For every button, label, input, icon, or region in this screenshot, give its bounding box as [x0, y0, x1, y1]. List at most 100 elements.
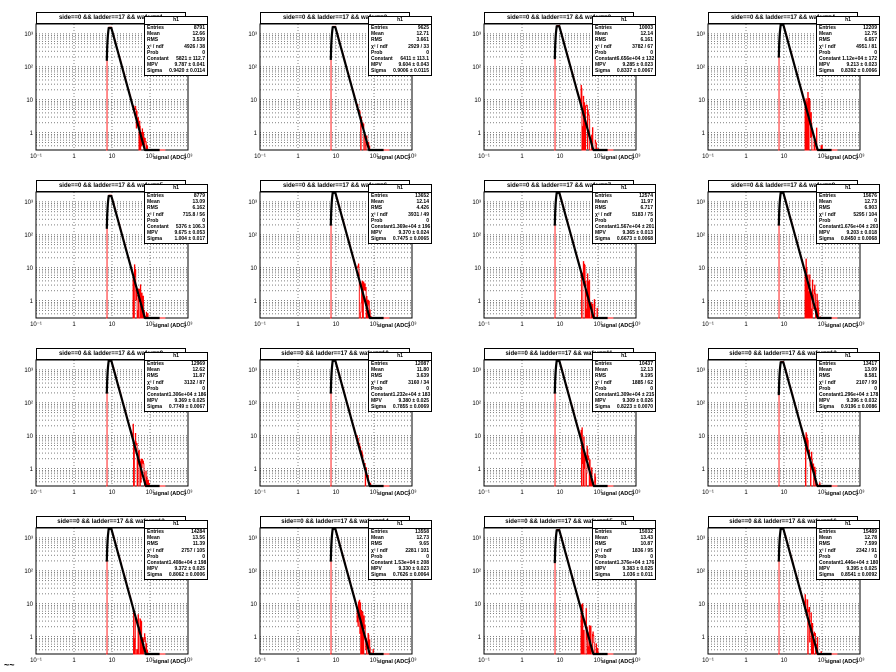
y-tick-label: 1	[478, 131, 482, 137]
stats-row: Prob 0	[369, 386, 431, 392]
stats-row: Mean 13.09	[817, 367, 879, 373]
stats-row: MPV 9.675 ± 0.053	[145, 230, 207, 236]
x-axis-label: signal (ADC)	[825, 155, 858, 161]
stats-key: χ² / ndf	[819, 211, 836, 218]
stats-row: Constant 1.296e+04 ± 178	[817, 392, 879, 398]
x-axis-label: signal (ADC)	[377, 491, 410, 497]
y-tick-label: 10³	[472, 200, 481, 206]
stats-row: χ² / ndf 3132 / 87	[145, 380, 207, 386]
x-tick-label: 10²	[370, 658, 379, 664]
x-axis-label: signal (ADC)	[601, 491, 634, 497]
x-axis-label: signal (ADC)	[601, 155, 634, 161]
x-tick-label: 1	[520, 658, 524, 664]
stats-row: Entries 8779	[145, 193, 207, 199]
stats-row: Sigma 0.8450 ± 0.0068	[817, 236, 879, 242]
stats-key: Entries	[819, 361, 836, 367]
x-tick-label: 1	[296, 658, 300, 664]
stats-value: 1.676e+04 ± 203	[840, 223, 879, 230]
y-tick-label: 1	[478, 467, 482, 473]
x-tick-label: 10³	[408, 154, 417, 160]
stats-key: MPV	[147, 566, 158, 573]
stats-key: Entries	[371, 25, 388, 31]
stats-value: 9.369 ± 0.025	[174, 398, 205, 405]
stats-row: RMS 3.661	[369, 37, 431, 43]
x-tick-label: 10⁻¹	[702, 322, 714, 328]
stats-value: 5376 ± 106.3	[175, 223, 205, 230]
stats-row: χ² / ndf 2342 / 91	[817, 548, 879, 554]
stats-value: 0	[426, 49, 429, 56]
stats-row: Mean 12.71	[369, 31, 431, 37]
stats-row: χ² / ndf 4926 / 38	[145, 44, 207, 50]
x-tick-label: 10⁻¹	[478, 322, 490, 328]
x-axis-label: signal (ADC)	[153, 155, 186, 161]
stats-row: RMS 8.581	[817, 373, 879, 379]
x-tick-label: 10	[333, 154, 340, 160]
y-tick-label: 1	[702, 467, 706, 473]
stats-row: Prob 0	[145, 554, 207, 560]
y-tick-label: 1	[478, 299, 482, 305]
stats-row: Constant 1.369e+04 ± 196	[369, 224, 431, 230]
stats-row: Sigma 0.7475 ± 0.0065	[369, 236, 431, 242]
y-tick-label: 10²	[248, 233, 257, 239]
stats-key: Mean	[819, 535, 832, 542]
stats-row: Constant 1.567e+04 ± 201	[593, 224, 655, 230]
y-tick-label: 10³	[696, 536, 705, 542]
stats-row: Sigma 0.9196 ± 0.0086	[817, 404, 879, 410]
stats-key: RMS	[371, 205, 383, 212]
stats-value: 715.8 / 56	[182, 211, 205, 218]
x-tick-label: 10⁻¹	[254, 658, 266, 664]
stats-row: Sigma 0.8062 ± 0.0006	[145, 572, 207, 578]
stats-value: 2929 / 33	[408, 43, 429, 50]
x-axis-label: signal (ADC)	[153, 323, 186, 329]
stats-key: MPV	[371, 566, 382, 573]
stats-row: Constant 5376 ± 106.3	[145, 224, 207, 230]
y-tick-label: 10²	[24, 65, 33, 71]
stats-row: Mean 12.14	[593, 31, 655, 37]
stats-value: 0.8062 ± 0.0006	[168, 572, 205, 579]
stats-key: Entries	[595, 361, 612, 367]
stats-value: 1.408e+04 ± 198	[168, 559, 207, 566]
y-tick-label: 10²	[472, 65, 481, 71]
stats-value: 12.62	[192, 367, 205, 374]
stats-value: 8.581	[864, 373, 877, 380]
x-tick-label: 10⁻¹	[702, 490, 714, 496]
x-tick-label: 10	[557, 658, 564, 664]
stats-value: 0	[426, 553, 429, 560]
x-axis-label: signal (ADC)	[377, 659, 410, 665]
stats-key: Prob	[819, 385, 831, 392]
stats-key: Constant	[595, 559, 617, 566]
stats-box: h1 Entries 12969 Mean 12.62 RMS 11.87 χ² / ndf 3…	[144, 352, 208, 412]
y-tick-label: 1	[702, 299, 706, 305]
stats-value: 2107 / 99	[856, 379, 877, 386]
y-tick-label: 1	[254, 635, 258, 641]
stats-value: 12.66	[192, 31, 205, 38]
stats-value: 0.7855 ± 0.0069	[392, 404, 429, 411]
stats-value: 5821 ± 112.7	[176, 55, 205, 62]
x-tick-label: 10²	[370, 322, 379, 328]
stats-row: Prob 0	[145, 50, 207, 56]
x-tick-label: 1	[520, 154, 524, 160]
stats-key: Sigma	[147, 236, 163, 243]
stats-row: Constant 1.676e+04 ± 203	[817, 224, 879, 230]
y-tick-label: 10³	[248, 32, 257, 38]
y-tick-label: 10	[698, 602, 705, 608]
landau-fit-curve	[329, 191, 384, 320]
stats-key: Constant	[147, 559, 169, 566]
stats-key: χ² / ndf	[595, 547, 612, 554]
stats-value: 0	[426, 385, 429, 392]
stats-key: χ² / ndf	[371, 379, 388, 386]
stats-key: Mean	[595, 367, 608, 374]
stats-key: Sigma	[371, 236, 387, 243]
stats-value: 3160 / 34	[408, 379, 429, 386]
stats-row: χ² / ndf 4951 / 81	[817, 44, 879, 50]
stats-header: h1	[145, 353, 207, 361]
x-tick-label: 1	[744, 658, 748, 664]
stats-header: h1	[593, 185, 655, 193]
stats-value: 0.7749 ± 0.0067	[168, 404, 205, 411]
stats-row: Mean 13.43	[593, 535, 655, 541]
stats-value: 9.370 ± 0.024	[398, 230, 429, 237]
stats-key: Mean	[147, 199, 160, 206]
stats-key: Prob	[371, 49, 383, 56]
y-tick-label: 10	[474, 434, 481, 440]
y-tick-label: 10³	[696, 32, 705, 38]
